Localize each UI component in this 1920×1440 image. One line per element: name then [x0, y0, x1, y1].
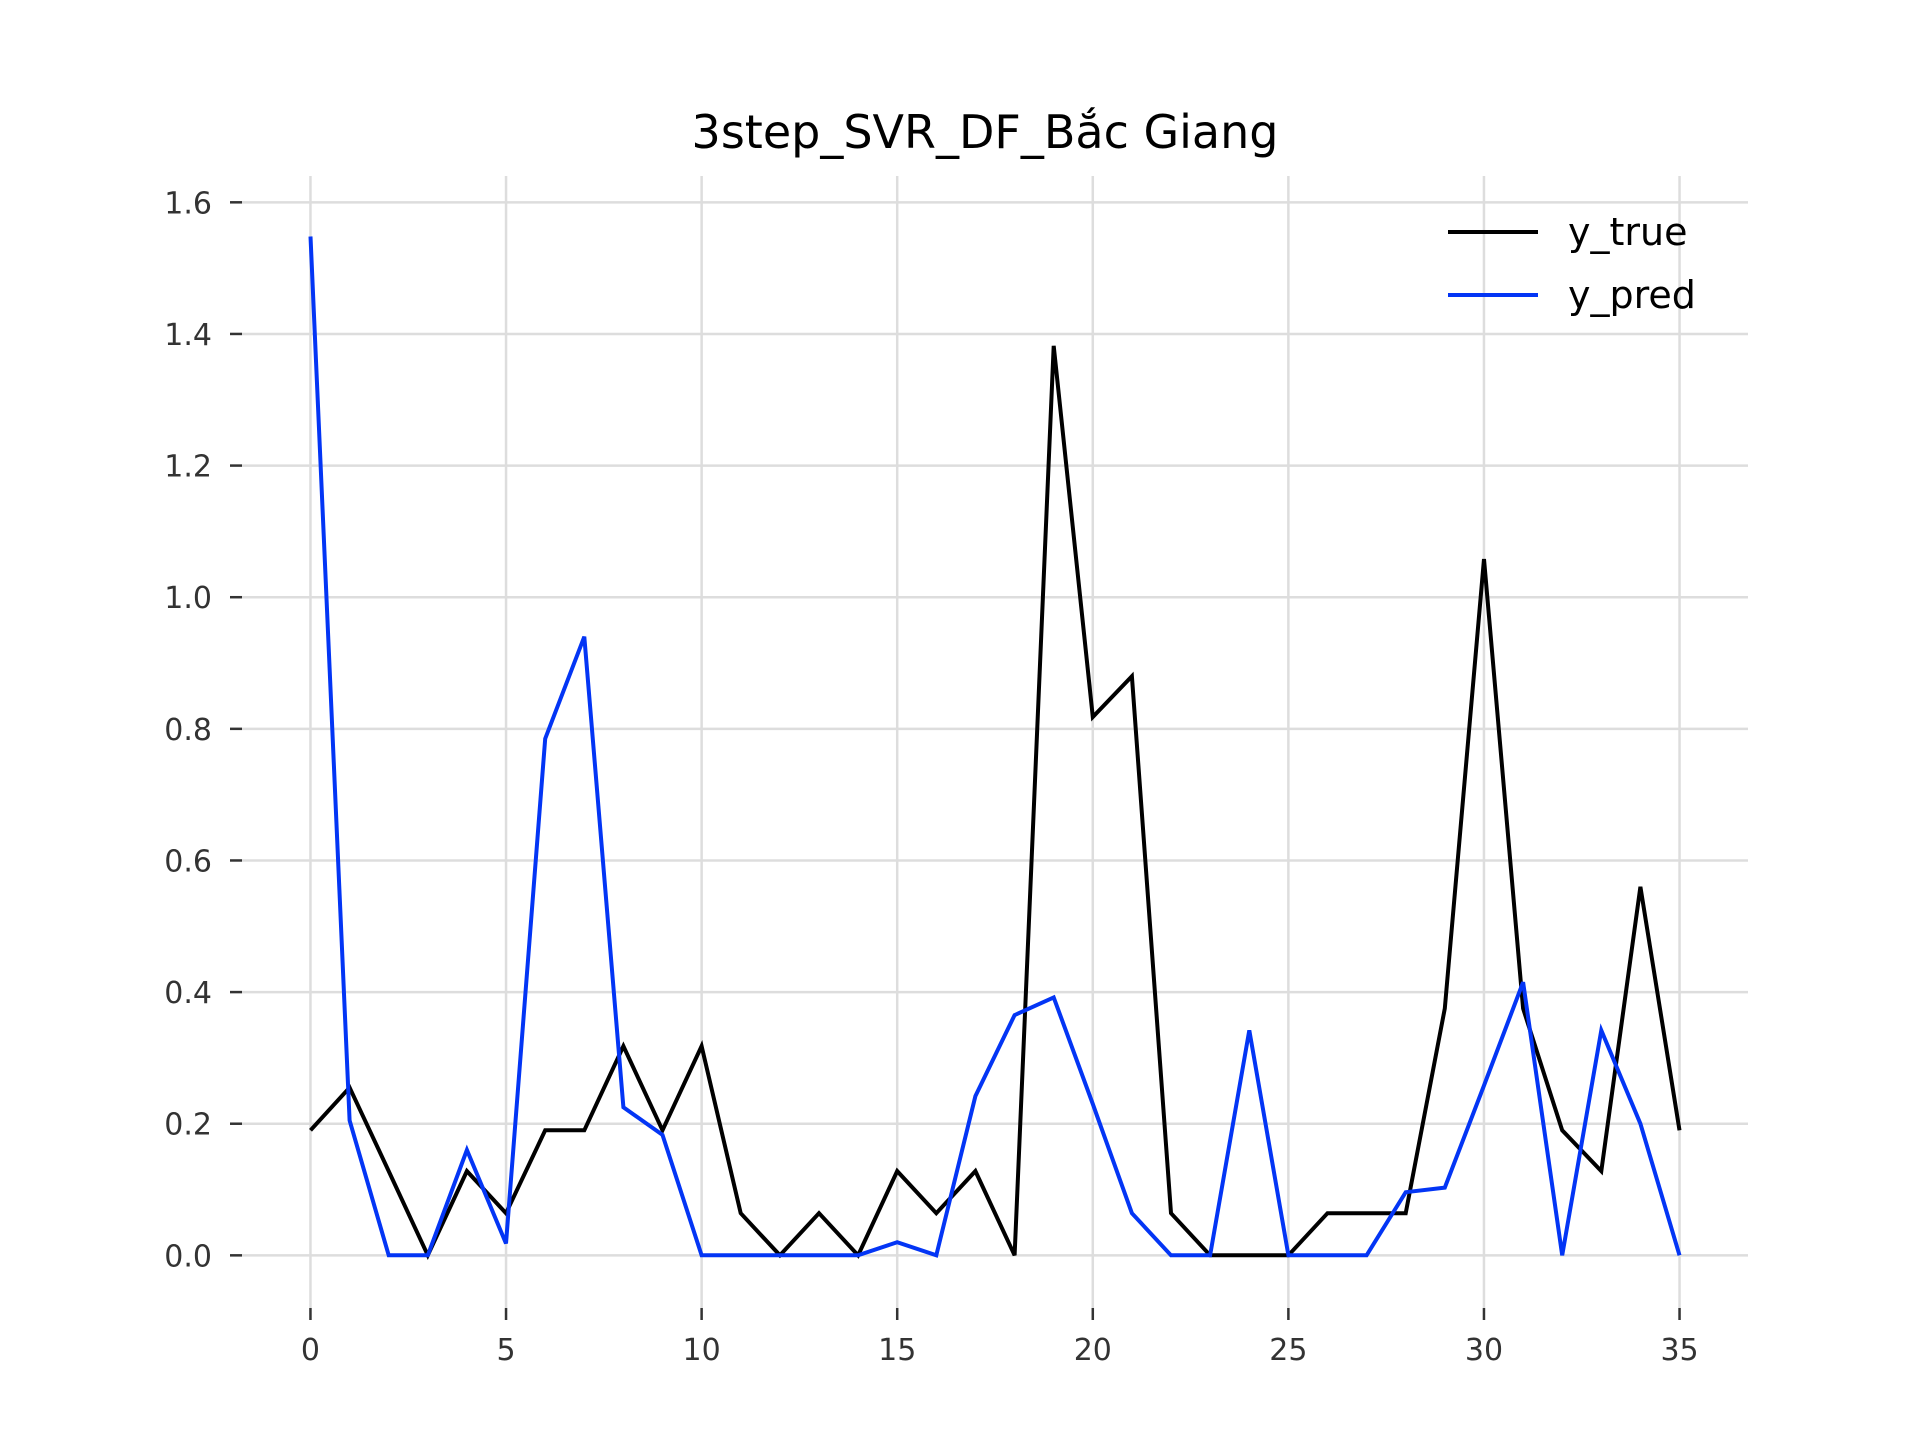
y-tick-label: 0.0 — [164, 1239, 212, 1274]
x-tick-label: 10 — [683, 1333, 721, 1368]
legend-item-y-pred: y_pred — [1448, 273, 1696, 317]
grid — [242, 176, 1748, 1308]
x-tick-label: 0 — [301, 1333, 320, 1368]
series-line-y-pred — [308, 236, 1682, 1258]
legend-label: y_pred — [1568, 273, 1696, 317]
x-tick-label: 15 — [878, 1333, 916, 1368]
legend-item-y-true: y_true — [1448, 210, 1687, 254]
y-tick-label: 0.4 — [164, 976, 212, 1011]
y-tick-label: 0.2 — [164, 1108, 212, 1143]
legend: y_true y_pred — [1448, 210, 1696, 317]
y-tick-label: 0.6 — [164, 844, 212, 879]
series-lines — [308, 236, 1682, 1261]
x-tick-label: 20 — [1074, 1333, 1112, 1368]
y-tick-label: 0.8 — [164, 713, 212, 748]
y-tick-label: 1.4 — [164, 318, 212, 353]
y-tick-label: 1.2 — [164, 450, 212, 485]
x-tick-label: 25 — [1269, 1333, 1307, 1368]
y-tick-label: 1.6 — [164, 186, 212, 221]
legend-label: y_true — [1568, 210, 1687, 254]
series-line-y-true — [309, 345, 1682, 1261]
axes: 0.0 0.2 0.4 0.6 0.8 1.0 1.2 1.4 1.6 0 5 10 15 20 25 30 3… — [164, 186, 1698, 1368]
x-tick-label: 30 — [1465, 1333, 1503, 1368]
chart-title: 3step_SVR_DF_Bắc Giang — [692, 105, 1279, 159]
y-tick-label: 1.0 — [164, 581, 212, 616]
x-tick-label: 5 — [496, 1333, 515, 1368]
x-tick-label: 35 — [1660, 1333, 1698, 1368]
